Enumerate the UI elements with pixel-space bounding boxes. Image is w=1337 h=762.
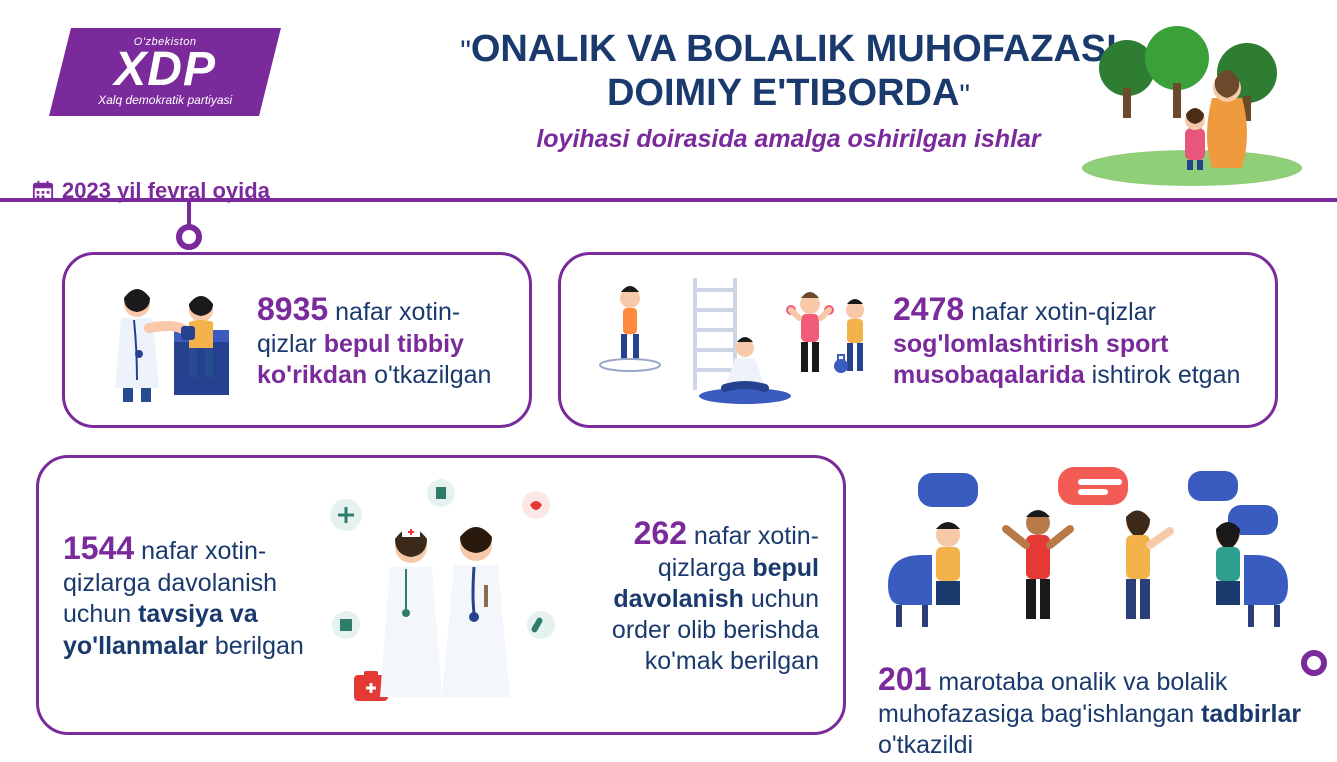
party-logo: O'zbekiston XDP Xalq demokratik partiyas… (49, 28, 281, 116)
stat-card-medical: 8935 nafar xotin-qizlar bepul tibbiy ko'… (62, 252, 532, 428)
stat-medical-number: 8935 (257, 291, 328, 327)
logo-main-text: XDP (98, 48, 232, 91)
stat-order-text: 262 nafar xotin-qizlarga bepul davolanis… (576, 513, 819, 678)
timeline-node-end (1301, 650, 1327, 676)
stat-events-number: 201 (878, 661, 931, 697)
logo-sub-text: Xalq demokratik partiyasi (98, 94, 232, 108)
stat-order-number: 262 (634, 515, 687, 551)
stat-sport-text: 2478 nafar xotin-qizlar sog'lomlashtiris… (893, 289, 1251, 392)
stat-card-treatment: 1544 nafar xotin-qizlarga davolanish uch… (36, 455, 846, 735)
timeline-bar (0, 198, 1337, 202)
title-line2: DOIMIY E'TIBORDA (607, 72, 959, 114)
stat-referral-text: 1544 nafar xotin-qizlarga davolanish uch… (63, 528, 306, 662)
stat-medical-text: 8935 nafar xotin-qizlar bepul tibbiy ko'… (257, 289, 505, 392)
discussion-illustration (878, 465, 1298, 635)
stat-card-sport: 2478 nafar xotin-qizlar sog'lomlashtiris… (558, 252, 1278, 428)
sport-illustration (585, 270, 875, 410)
mother-child-illustration (1077, 18, 1307, 188)
timeline-node-start (176, 224, 202, 250)
stat-sport-number: 2478 (893, 291, 964, 327)
stat-events-text: 201 marotaba onalik va bolalik muhofazas… (878, 659, 1302, 762)
doctors-illustration (316, 475, 566, 715)
stat-referral-number: 1544 (63, 530, 134, 566)
stat-card-events: 201 marotaba onalik va bolalik muhofazas… (870, 455, 1310, 735)
title-line1: ONALIK VA BOLALIK MUHOFAZASI (471, 28, 1117, 70)
medical-checkup-illustration (89, 270, 239, 410)
